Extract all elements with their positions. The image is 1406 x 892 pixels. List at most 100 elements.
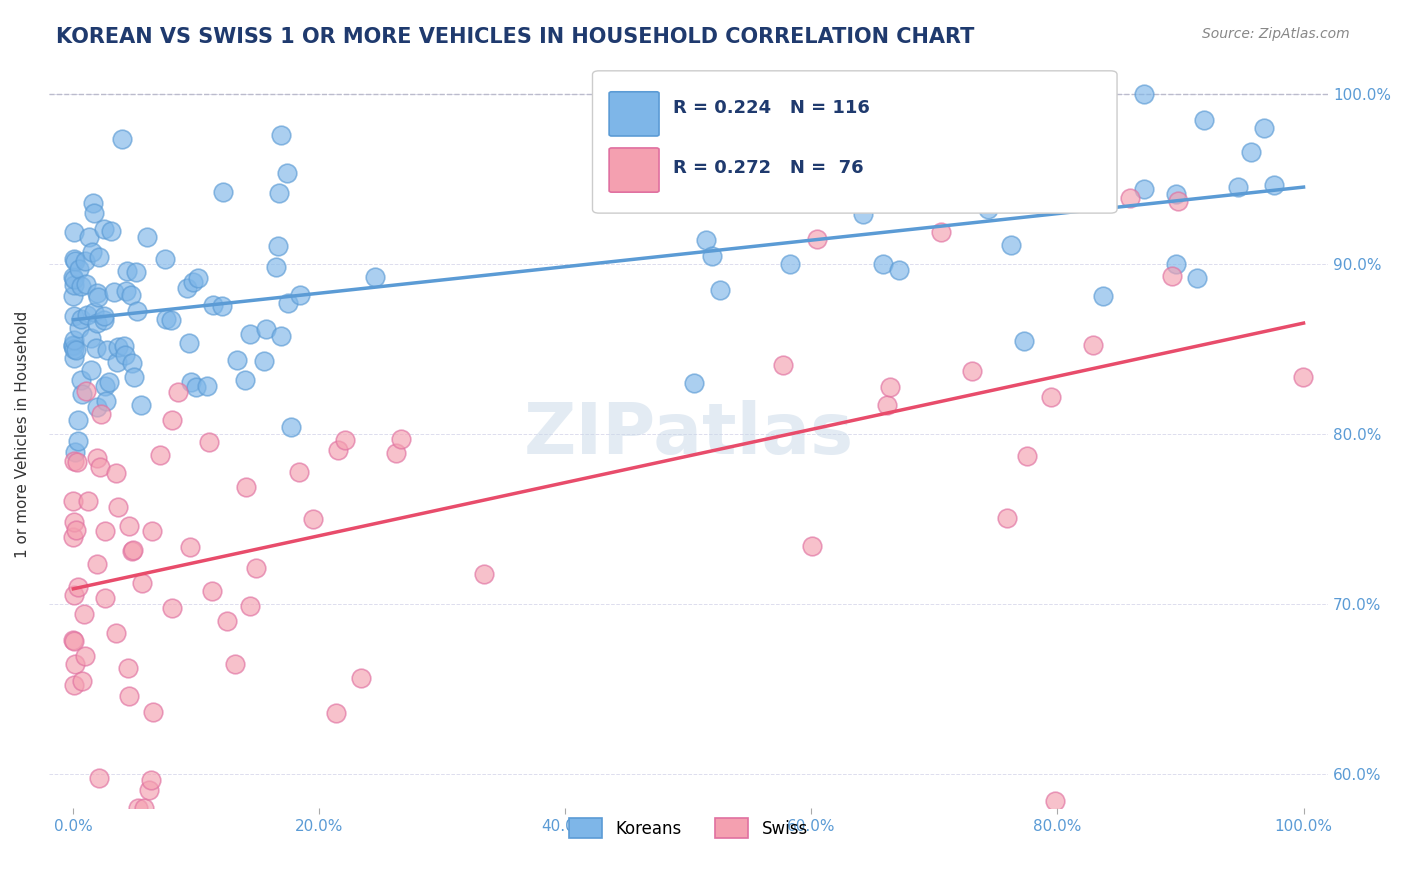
Koreans [1253,120,1275,135]
Swiss [929,225,952,239]
Koreans [1000,237,1022,252]
Swiss [474,566,496,581]
Swiss [995,511,1018,525]
Koreans [233,373,256,387]
Swiss [1043,794,1066,808]
Swiss [288,465,311,479]
Koreans [1166,257,1188,271]
Koreans [76,308,98,322]
Koreans [129,398,152,412]
Koreans [201,298,224,312]
Text: ZIPatlas: ZIPatlas [523,400,853,468]
Koreans [86,316,108,330]
Text: Source: ZipAtlas.com: Source: ZipAtlas.com [1202,27,1350,41]
Koreans [69,312,91,326]
FancyBboxPatch shape [609,148,659,192]
Swiss [325,706,347,720]
Koreans [97,376,120,390]
Legend: Koreans, Swiss: Koreans, Swiss [562,812,814,845]
Koreans [86,290,108,304]
Swiss [75,384,97,398]
Koreans [253,353,276,368]
Swiss [131,575,153,590]
Swiss [772,358,794,372]
Swiss [201,583,224,598]
Swiss [245,561,267,575]
Swiss [1119,191,1142,205]
Swiss [121,542,143,557]
Koreans [1226,180,1249,194]
Koreans [993,174,1015,188]
Swiss [77,493,100,508]
Koreans [773,169,796,184]
Koreans [115,264,138,278]
Koreans [1081,160,1104,174]
Swiss [384,446,406,460]
Koreans [62,338,84,352]
Swiss [121,543,143,558]
Koreans [75,277,97,292]
Swiss [94,591,117,606]
Swiss [876,399,898,413]
Koreans [267,186,290,201]
Koreans [63,272,86,286]
Swiss [62,494,84,508]
Koreans [1194,113,1216,128]
Swiss [350,671,373,685]
Koreans [1092,289,1115,303]
Koreans [1133,87,1156,101]
Swiss [138,783,160,797]
Koreans [363,270,385,285]
Koreans [70,279,93,293]
Koreans [702,249,724,263]
Koreans [195,379,218,393]
Koreans [177,336,200,351]
Swiss [1292,370,1315,384]
Swiss [235,481,257,495]
Swiss [107,500,129,515]
Swiss [149,449,172,463]
Swiss [70,673,93,688]
Swiss [62,453,84,467]
Koreans [100,223,122,237]
Koreans [779,258,801,272]
Koreans [62,309,84,323]
Koreans [872,257,894,271]
Koreans [267,239,290,253]
Koreans [62,351,84,365]
Swiss [62,530,84,544]
Koreans [112,338,135,352]
Koreans [288,287,311,301]
Swiss [62,634,84,648]
Koreans [280,420,302,434]
Text: R = 0.272   N =  76: R = 0.272 N = 76 [673,159,863,178]
Koreans [66,413,89,427]
Koreans [62,278,84,293]
Swiss [63,657,86,671]
Koreans [93,309,115,323]
Swiss [326,443,349,458]
Koreans [122,370,145,384]
Koreans [107,340,129,354]
Swiss [879,380,901,394]
Koreans [66,434,89,448]
Koreans [62,338,84,352]
Swiss [160,413,183,427]
Swiss [118,519,141,533]
Koreans [264,260,287,275]
Koreans [105,354,128,368]
Koreans [67,261,90,276]
Koreans [62,289,84,303]
Swiss [62,588,84,602]
Swiss [66,455,89,469]
Swiss [104,466,127,480]
Koreans [114,284,136,298]
Koreans [96,343,118,358]
Swiss [62,515,84,529]
Swiss [1160,268,1182,283]
Swiss [105,626,128,640]
Koreans [135,230,157,244]
Koreans [160,312,183,326]
Koreans [276,166,298,180]
Swiss [87,771,110,785]
